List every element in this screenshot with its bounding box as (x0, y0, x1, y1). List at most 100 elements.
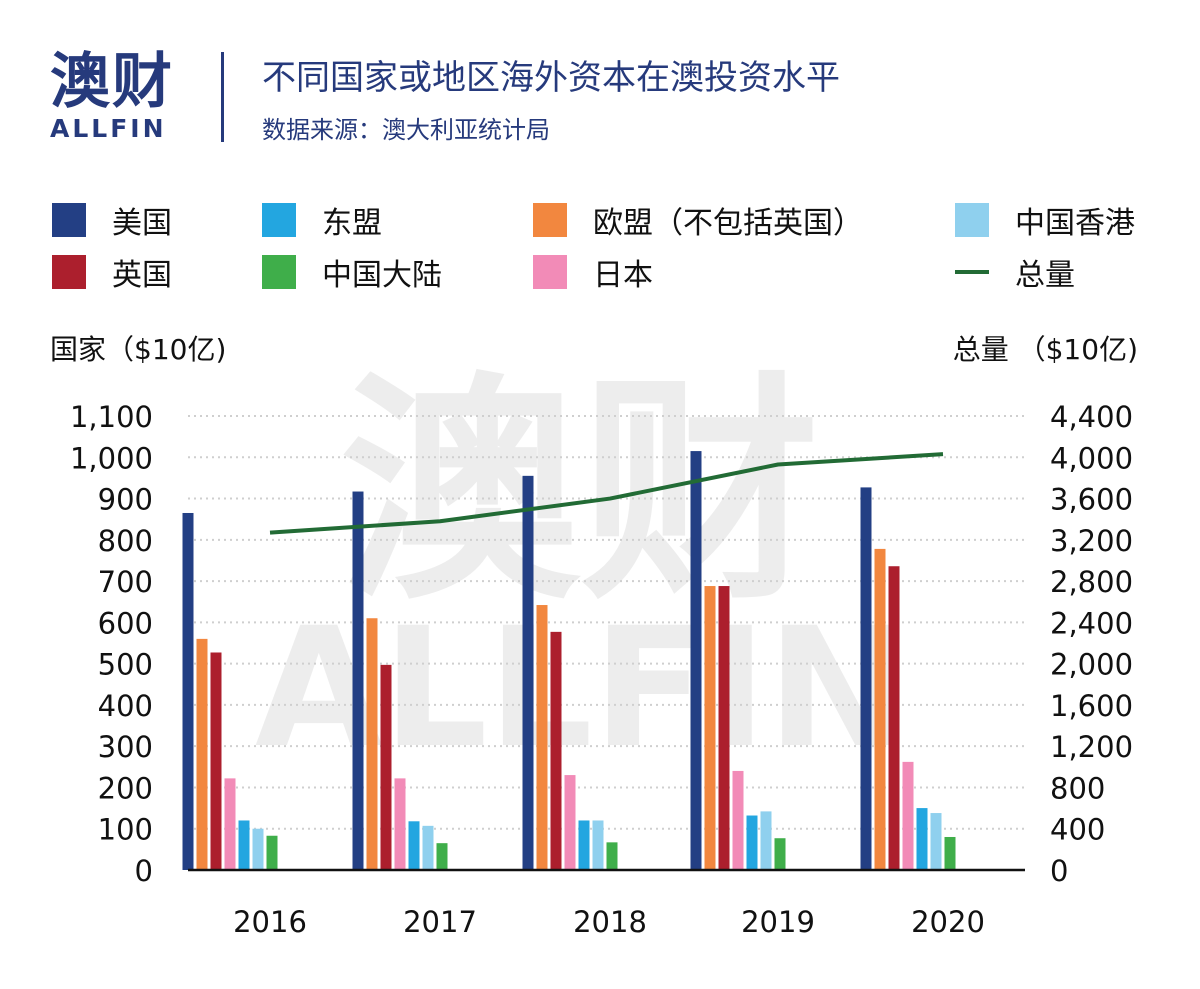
legend-swatch (533, 255, 567, 289)
legend-swatch (955, 203, 989, 237)
bar-china-2016 (266, 835, 278, 870)
bar-asean-2018 (578, 820, 590, 870)
chart-title: 不同国家或地区海外资本在澳投资水平 (262, 58, 840, 98)
bar-china-2018 (606, 842, 618, 870)
legend-item: 东盟 (262, 200, 382, 241)
y2-tick-label: 2,000 (1050, 648, 1133, 682)
y-tick-label: 600 (98, 606, 153, 640)
legend-item: 中国香港 (955, 200, 1135, 241)
legend-label: 总量 (1015, 258, 1075, 293)
y-tick-label: 700 (98, 565, 153, 599)
bar-japan-2016 (224, 778, 236, 870)
right-axis-title: 总量 （$10亿) (952, 333, 1138, 366)
y-tick-label: 1,000 (70, 441, 153, 475)
bar-china-2017 (436, 843, 448, 870)
bar-uk-2017 (380, 664, 392, 870)
legend-item: 英国 (52, 252, 172, 293)
bar-uk-2018 (550, 631, 562, 870)
y-tick-label: 500 (98, 648, 153, 682)
legend-label: 中国香港 (1015, 206, 1135, 241)
legend-swatch (52, 203, 86, 237)
total-line (269, 452, 944, 535)
bar-usa-2020 (860, 487, 872, 870)
bar-japan-2017 (394, 778, 406, 870)
x-tick-label: 2018 (573, 905, 647, 939)
y-tick-label: 400 (98, 689, 153, 723)
bar-asean-2019 (746, 815, 758, 870)
legend-item: 总量 (955, 252, 1075, 293)
watermark-cn: 澳财 (340, 352, 820, 632)
y2-tick-label: 1,200 (1050, 730, 1133, 764)
legend-swatch (955, 270, 989, 274)
legend-item: 美国 (52, 200, 172, 241)
bar-eu-2016 (196, 638, 208, 870)
y-tick-label: 200 (98, 771, 153, 805)
legend-swatch (533, 203, 567, 237)
bar-hk-2018 (592, 820, 604, 870)
bar-china-2020 (944, 836, 956, 870)
bar-usa-2019 (690, 451, 702, 870)
bar-asean-2020 (916, 808, 928, 870)
bar-uk-2019 (718, 586, 730, 870)
header-divider (221, 52, 224, 142)
bar-usa-2016 (182, 512, 194, 870)
y-tick-label: 100 (98, 813, 153, 847)
legend-item: 中国大陆 (262, 252, 442, 293)
y2-tick-label: 400 (1050, 813, 1105, 847)
x-tick-label: 2017 (403, 905, 477, 939)
y2-tick-label: 3,200 (1050, 524, 1133, 558)
bar-eu-2017 (366, 618, 378, 870)
watermark-en: ALLFIN (255, 592, 905, 784)
bar-hk-2017 (422, 825, 434, 870)
bar-uk-2020 (888, 566, 900, 870)
legend-label: 英国 (112, 258, 172, 293)
y-tick-label: 1,100 (70, 400, 153, 434)
legend-label: 东盟 (322, 206, 382, 241)
legend-item: 欧盟（不包括英国） (533, 200, 863, 241)
legend-swatch (262, 203, 296, 237)
y2-tick-label: 2,400 (1050, 606, 1133, 640)
bar-asean-2017 (408, 821, 420, 870)
bar-japan-2019 (732, 770, 744, 870)
legend-label: 欧盟（不包括英国） (593, 206, 863, 241)
bar-asean-2016 (238, 820, 250, 870)
x-tick-label: 2020 (911, 905, 985, 939)
y2-tick-label: 1,600 (1050, 689, 1133, 723)
bar-hk-2019 (760, 811, 772, 870)
legend-label: 美国 (112, 206, 172, 241)
logo-cn-text: 澳财 (50, 47, 174, 117)
total-line-path (269, 452, 944, 535)
y-tick-label: 0 (135, 854, 153, 888)
bar-eu-2020 (874, 548, 886, 870)
bar-usa-2017 (352, 491, 364, 870)
legend-swatch (262, 255, 296, 289)
legend-swatch (52, 255, 86, 289)
chart-subtitle: 数据来源：澳大利亚统计局 (262, 116, 550, 144)
brand-logo: 澳财 ALLFIN (50, 50, 180, 142)
y2-tick-label: 4,000 (1050, 441, 1133, 475)
y-tick-label: 900 (98, 483, 153, 517)
axes: 0 100 200 300 400 500 600 700 800 900 1,000 1,100 0 4… (70, 400, 1133, 939)
bars (182, 451, 956, 870)
x-tick-label: 2016 (233, 905, 307, 939)
bar-japan-2018 (564, 775, 576, 870)
y2-tick-label: 4,400 (1050, 400, 1133, 434)
legend-label: 中国大陆 (322, 258, 442, 293)
logo-en-text: ALLFIN (50, 114, 167, 143)
bar-hk-2016 (252, 828, 264, 870)
legend-label: 日本 (593, 258, 653, 293)
left-axis-title: 国家（$10亿) (50, 333, 227, 366)
y2-tick-label: 800 (1050, 771, 1105, 805)
bar-usa-2018 (522, 475, 534, 870)
bar-japan-2020 (902, 761, 914, 870)
y2-tick-label: 3,600 (1050, 483, 1133, 517)
legend-item: 日本 (533, 252, 653, 293)
bar-eu-2018 (536, 605, 548, 870)
bar-eu-2019 (704, 586, 716, 870)
bar-hk-2020 (930, 813, 942, 870)
bar-china-2019 (774, 838, 786, 870)
y2-tick-label: 2,800 (1050, 565, 1133, 599)
x-tick-label: 2019 (741, 905, 815, 939)
y2-tick-label: 0 (1050, 854, 1068, 888)
